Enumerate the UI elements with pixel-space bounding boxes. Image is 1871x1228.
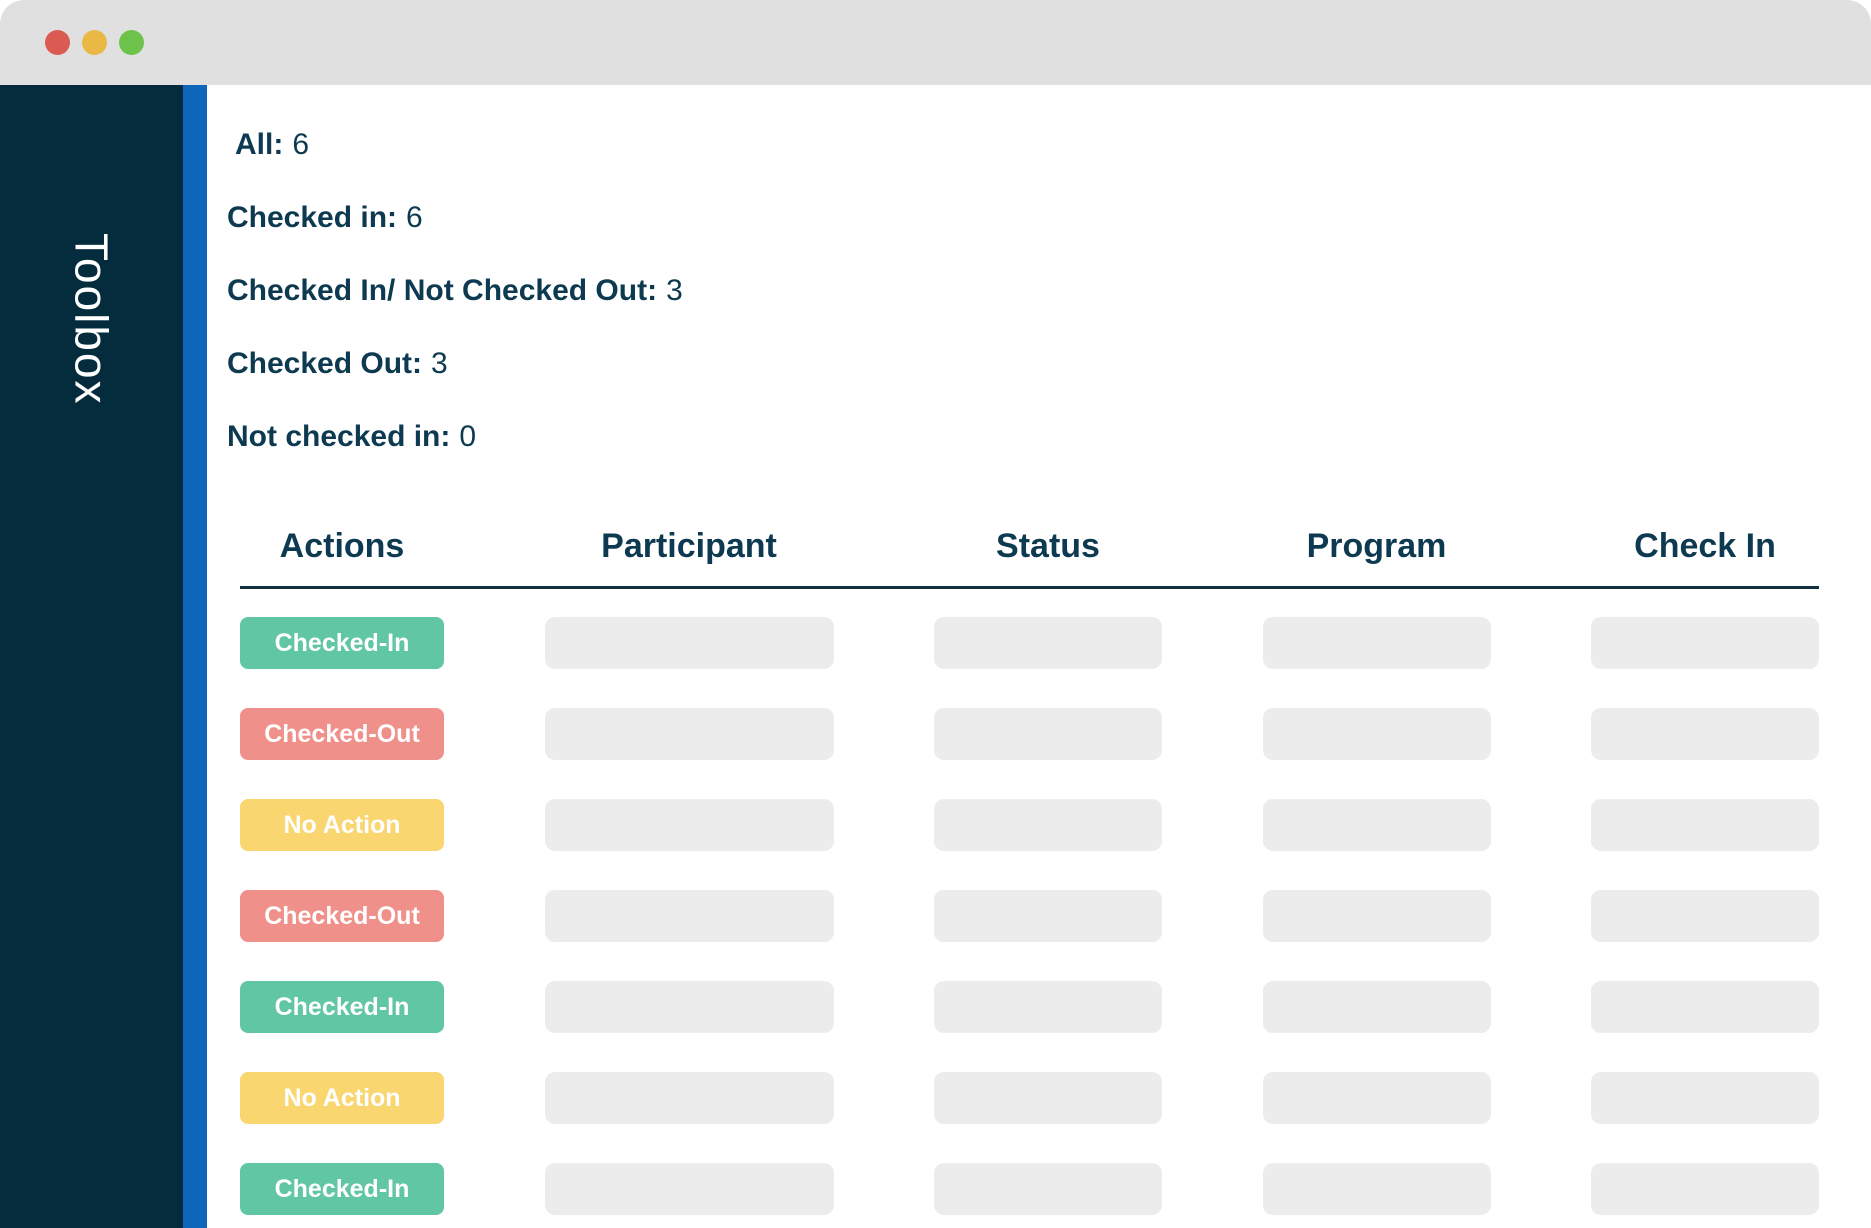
stat-label: Checked in: (227, 201, 398, 234)
action-badge[interactable]: Checked-In (240, 1163, 444, 1215)
stat-value: 6 (292, 128, 310, 161)
column-header-program: Program (1306, 527, 1447, 565)
cell-placeholder-program (1262, 708, 1491, 760)
stats-list: All: 6 Checked in: 6 Checked In/ Not Check… (227, 127, 1871, 455)
cell-placeholder-participant (544, 890, 834, 942)
cell-placeholder-participant (544, 708, 834, 760)
stat-value: 6 (406, 201, 423, 234)
stat-value: 3 (431, 347, 448, 380)
column-header-actions: Actions (279, 527, 405, 565)
action-badge[interactable]: Checked-In (240, 617, 444, 669)
cell-placeholder-participant (544, 617, 834, 669)
cell-placeholder-program (1262, 890, 1491, 942)
main-content: All: 6 Checked in: 6 Checked In/ Not Check… (207, 85, 1871, 1228)
stat-value: 0 (459, 420, 477, 453)
cell-placeholder-check-in (1591, 1072, 1819, 1124)
cell-placeholder-status (934, 617, 1162, 669)
cell-placeholder-status (934, 799, 1162, 851)
cell-placeholder-check-in (1591, 799, 1819, 851)
table-row: No Action (240, 1072, 1819, 1124)
action-badge[interactable]: No Action (240, 1072, 444, 1124)
cell-placeholder-status (934, 1072, 1162, 1124)
column-header-participant: Participant (601, 527, 777, 565)
column-header-status: Status (996, 527, 1100, 565)
sidebar-title: Toolbox (65, 233, 118, 406)
stat-line: Not checked in: 0 (227, 419, 1871, 455)
action-badge[interactable]: Checked-Out (240, 708, 444, 760)
stat-label: Checked In/ Not Checked Out: (227, 274, 658, 307)
stat-line: All: 6 (235, 127, 1871, 163)
action-badge[interactable]: Checked-Out (240, 890, 444, 942)
table-row: No Action (240, 799, 1819, 851)
cell-placeholder-status (934, 890, 1162, 942)
cell-placeholder-participant (544, 1163, 834, 1215)
window-titlebar (0, 0, 1871, 85)
cell-placeholder-check-in (1591, 617, 1819, 669)
cell-placeholder-check-in (1591, 1163, 1819, 1215)
stat-line: Checked In/ Not Checked Out: 3 (227, 273, 1871, 309)
stat-label: All: (235, 128, 284, 161)
close-button[interactable] (45, 30, 70, 55)
cell-placeholder-program (1262, 1163, 1491, 1215)
table-body: Checked-In Checked-Out No Action Checked… (240, 617, 1819, 1215)
action-badge[interactable]: Checked-In (240, 981, 444, 1033)
table-row: Checked-Out (240, 890, 1819, 942)
cell-placeholder-participant (544, 799, 834, 851)
stat-line: Checked Out: 3 (227, 346, 1871, 382)
participants-table: Actions Participant Status Program Check In … (240, 527, 1819, 1215)
stat-value: 3 (666, 274, 683, 307)
table-row: Checked-In (240, 1163, 1819, 1215)
cell-placeholder-participant (544, 1072, 834, 1124)
column-header-check-in: Check In (1634, 527, 1776, 565)
cell-placeholder-check-in (1591, 890, 1819, 942)
action-badge[interactable]: No Action (240, 799, 444, 851)
stat-label: Checked Out: (227, 347, 423, 380)
stat-label: Not checked in: (227, 420, 451, 453)
cell-placeholder-program (1262, 1072, 1491, 1124)
cell-placeholder-status (934, 981, 1162, 1033)
minimize-button[interactable] (82, 30, 107, 55)
table-row: Checked-Out (240, 708, 1819, 760)
cell-placeholder-participant (544, 981, 834, 1033)
cell-placeholder-program (1262, 799, 1491, 851)
cell-placeholder-program (1262, 981, 1491, 1033)
cell-placeholder-program (1262, 617, 1491, 669)
stat-line: Checked in: 6 (227, 200, 1871, 236)
cell-placeholder-check-in (1591, 981, 1819, 1033)
cell-placeholder-status (934, 708, 1162, 760)
cell-placeholder-check-in (1591, 708, 1819, 760)
table-header-row: Actions Participant Status Program Check In (240, 527, 1819, 589)
accent-stripe (183, 85, 207, 1228)
table-row: Checked-In (240, 617, 1819, 669)
maximize-button[interactable] (119, 30, 144, 55)
cell-placeholder-status (934, 1163, 1162, 1215)
sidebar: Toolbox (0, 85, 183, 1228)
table-row: Checked-In (240, 981, 1819, 1033)
